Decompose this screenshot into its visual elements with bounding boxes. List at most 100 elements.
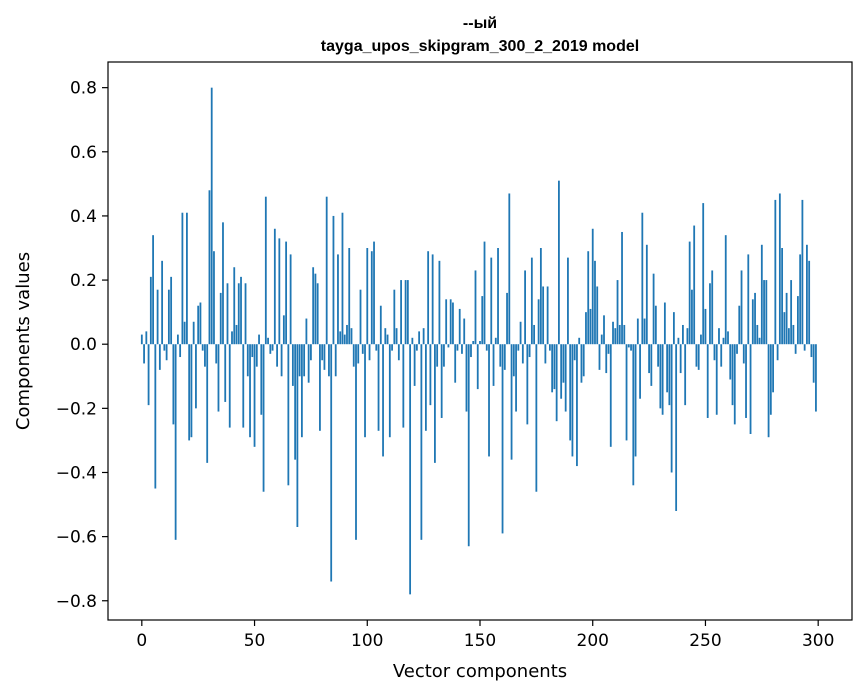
bar-5 [152,235,154,345]
bar-244 [691,289,693,345]
bar-78 [316,283,319,345]
bar-199 [589,308,592,345]
bar-265 [738,305,741,345]
bar-231 [661,344,664,415]
bar-58 [271,344,274,351]
bar-135 [445,299,448,345]
y-tick-label: 0.8 [70,79,97,99]
bar-77 [314,273,317,345]
x-tick-label: 0 [136,631,147,651]
bar-281 [774,199,777,345]
bar-186 [560,344,563,399]
bar-51 [255,344,258,367]
bar-164 [510,344,513,460]
bar-127 [427,251,430,345]
bar-101 [368,344,371,361]
y-tick-label: 0.2 [70,271,97,291]
bar-33 [215,344,218,364]
bar-239 [679,344,682,374]
bar-111 [391,344,393,351]
bar-105 [377,344,380,431]
bar-49 [251,344,254,358]
bar-76 [312,267,315,345]
bar-259 [724,235,727,345]
y-tick-label: −0.2 [56,399,97,419]
bar-228 [654,305,657,345]
bar-255 [715,344,718,415]
bar-108 [384,328,387,345]
bar-115 [400,280,402,345]
bar-215 [625,344,628,441]
bar-181 [548,344,551,351]
bar-280 [772,344,774,393]
bar-20 [186,212,188,345]
bar-17 [179,344,182,358]
y-axis-label: Components values [13,252,34,430]
bar-221 [639,344,641,399]
bar-256 [718,328,720,345]
bar-198 [587,251,590,345]
bar-200 [591,228,594,345]
bar-284 [781,248,784,345]
bar-298 [812,344,815,383]
y-tick-label: 0.4 [70,207,97,227]
bar-46 [244,283,247,345]
bar-123 [418,331,421,345]
bar-36 [222,222,224,345]
bar-136 [447,344,450,348]
bar-122 [415,344,418,351]
bar-291 [796,296,799,345]
y-tick-label: −0.6 [56,528,97,548]
bar-174 [533,324,536,345]
bar-37 [224,344,227,402]
bar-43 [237,283,240,345]
bar-151 [481,296,484,345]
bar-297 [810,344,813,358]
bar-57 [269,344,272,354]
bar-series [140,87,817,595]
bar-14 [172,344,175,425]
bar-299 [815,344,817,412]
bar-187 [562,344,565,383]
bar-9 [161,260,164,345]
bar-145 [467,344,470,547]
bar-120 [411,337,414,345]
bar-283 [778,193,781,345]
bar-48 [249,344,251,438]
bar-268 [745,344,747,418]
bar-172 [528,344,531,358]
bar-292 [799,254,802,345]
bar-62 [280,344,283,377]
bar-84 [330,344,333,582]
bar-64 [285,241,288,345]
bar-60 [276,344,278,367]
bar-219 [634,344,637,457]
bar-103 [373,241,375,345]
bar-230 [659,344,662,409]
bar-65 [287,344,290,486]
bar-261 [729,344,732,380]
bar-104 [375,344,378,351]
bar-118 [406,280,409,345]
bar-229 [657,344,660,367]
bar-54 [262,344,265,492]
bar-67 [291,344,294,386]
x-tick-label: 100 [351,631,383,651]
bar-182 [551,344,554,393]
bar-42 [235,324,238,345]
bar-146 [470,344,472,358]
bar-214 [623,324,626,345]
bar-185 [558,180,560,345]
bar-287 [787,328,790,345]
bar-114 [397,344,400,361]
bar-106 [379,305,382,345]
bar-157 [494,337,497,345]
bar-61 [278,238,281,345]
bar-237 [675,344,678,511]
bar-139 [454,344,457,383]
bar-59 [273,228,276,345]
bar-11 [165,344,168,361]
bar-96 [357,344,360,364]
bar-176 [537,299,540,345]
x-axis-label: Vector components [393,661,567,682]
